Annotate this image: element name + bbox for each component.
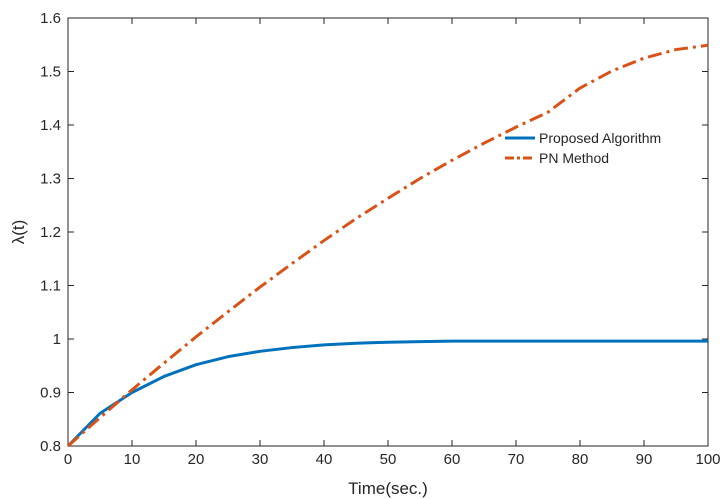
x-tick-label: 90: [636, 451, 653, 468]
y-tick-label: 1.3: [40, 171, 61, 188]
y-tick-label: 1.2: [40, 224, 61, 241]
y-tick-label: 1: [53, 331, 61, 348]
x-tick-label: 80: [572, 451, 589, 468]
series-lines: [66, 43, 709, 448]
x-tick-label: 20: [188, 451, 205, 468]
y-tick-label: 0.9: [40, 385, 61, 402]
x-tick-label: 70: [508, 451, 525, 468]
x-axis-ticks: 0 10 20 30 40 50 60 70 80 90 100: [64, 18, 721, 468]
series-line-proposed-algorithm: [66, 339, 708, 448]
y-tick-label: 1.1: [40, 278, 61, 295]
legend-label: PN Method: [539, 150, 609, 166]
x-tick-label: 60: [444, 451, 461, 468]
y-axis-ticks: 0.8 0.9 1 1.1 1.2 1.3 1.4 1.5 1.6: [40, 10, 708, 455]
x-tick-label: 100: [695, 451, 720, 468]
x-tick-label: 40: [316, 451, 333, 468]
y-tick-label: 1.6: [40, 10, 61, 27]
y-tick-label: 1.4: [40, 117, 61, 134]
legend-label: Proposed Algorithm: [539, 130, 661, 146]
plot-area: [67, 17, 709, 447]
x-tick-label: 0: [64, 451, 72, 468]
x-tick-label: 10: [124, 451, 141, 468]
x-axis-label: Time(sec.): [348, 479, 428, 498]
x-tick-label: 30: [252, 451, 269, 468]
x-tick-label: 50: [380, 451, 397, 468]
series-line-pn-method: [67, 43, 709, 448]
y-tick-label: 0.8: [40, 438, 61, 455]
y-axis-label: λ(t): [9, 220, 28, 245]
y-tick-label: 1.5: [40, 64, 61, 81]
legend: Proposed Algorithm PN Method: [505, 130, 661, 166]
